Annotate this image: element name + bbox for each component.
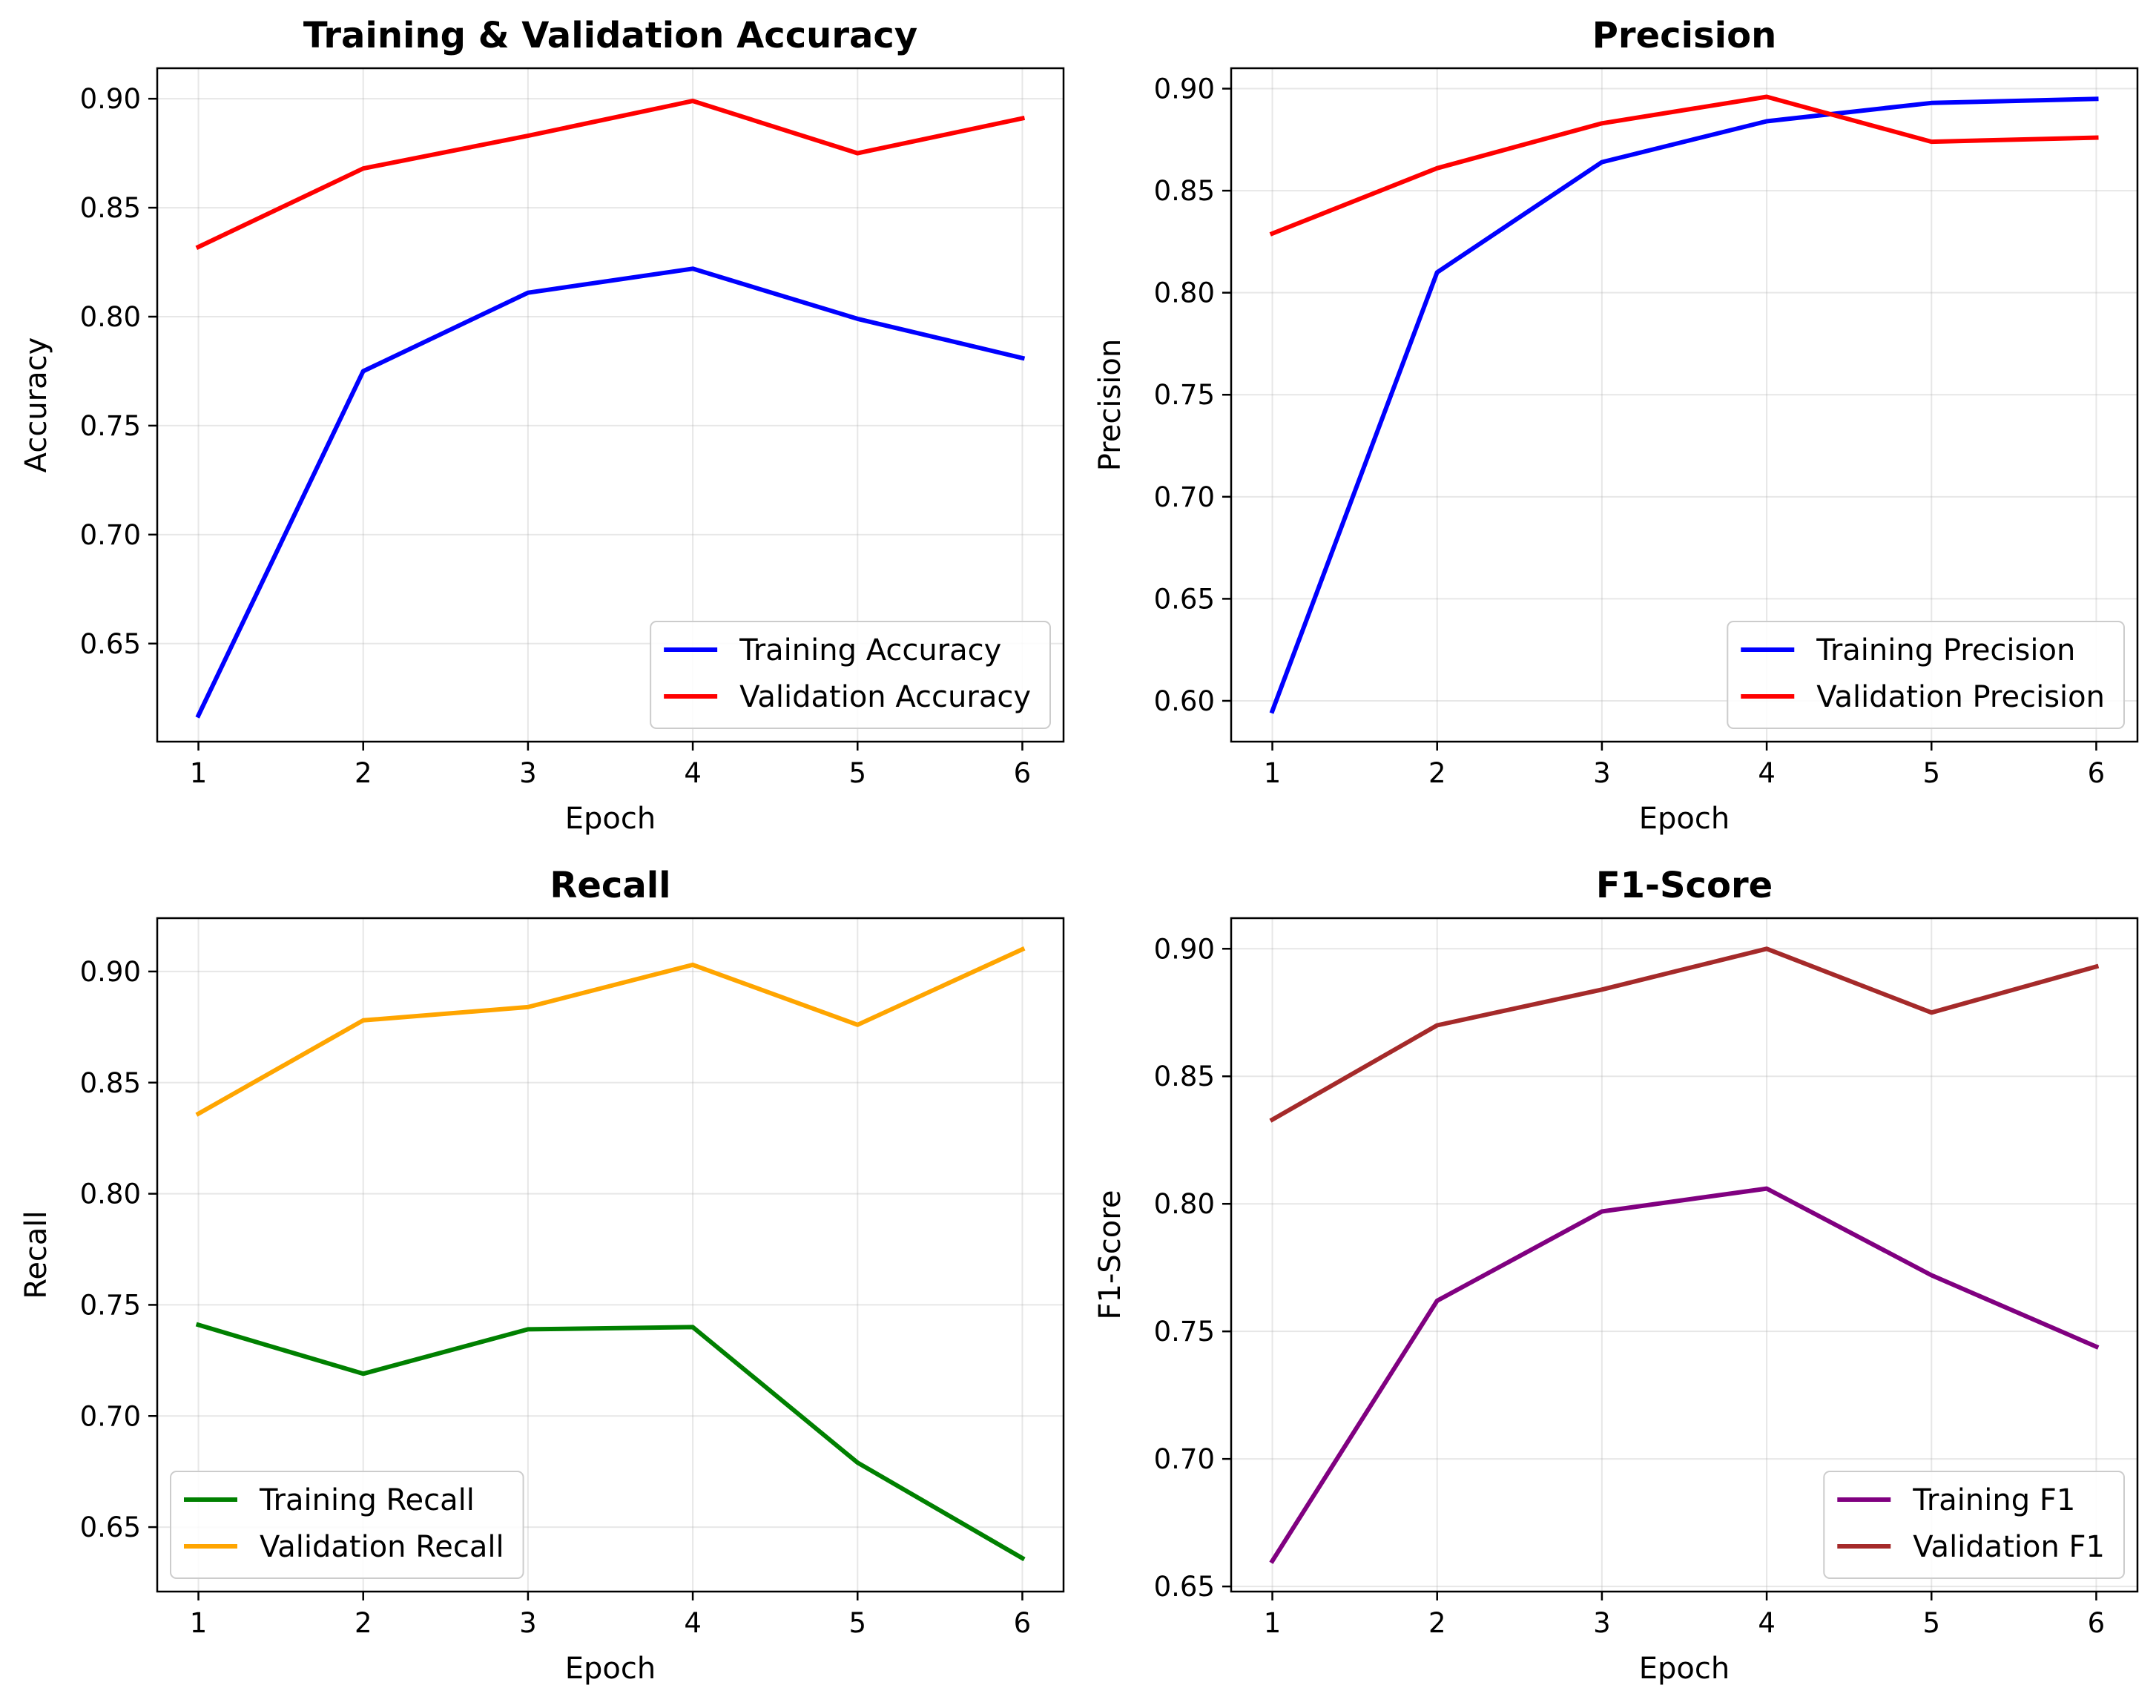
chart-title: Precision bbox=[1592, 15, 1776, 56]
y-tick-label: 0.90 bbox=[1154, 933, 1215, 965]
y-tick-label: 0.70 bbox=[1154, 481, 1215, 513]
legend-label: Training F1 bbox=[1912, 1483, 2075, 1517]
chart-title: F1-Score bbox=[1596, 865, 1773, 906]
legend-label: Validation Accuracy bbox=[739, 680, 1031, 714]
x-axis-label: Epoch bbox=[565, 1652, 656, 1686]
series-line-training-f1 bbox=[1269, 1186, 2100, 1564]
legend-label: Training Accuracy bbox=[739, 633, 1001, 667]
x-tick-label: 5 bbox=[1922, 757, 1940, 789]
series-line-training-recall bbox=[195, 1322, 1026, 1562]
y-tick-label: 0.90 bbox=[1154, 73, 1215, 105]
x-tick-label: 3 bbox=[519, 757, 537, 789]
chart-title: Training & Validation Accuracy bbox=[303, 15, 917, 56]
y-tick-label: 0.80 bbox=[1154, 1188, 1215, 1220]
x-tick-label: 3 bbox=[1593, 757, 1611, 789]
x-tick-label: 2 bbox=[1428, 1607, 1446, 1639]
x-tick-label: 5 bbox=[848, 1607, 866, 1639]
legend-label: Training Precision bbox=[1816, 633, 2075, 667]
series-line-validation-precision bbox=[1269, 94, 2099, 237]
chart-panel-1: 1 2 3 4 5 6 0.65 0.70 0.75 0.80 0.85 0.90 Training &… bbox=[19, 15, 1065, 836]
x-tick-label: 6 bbox=[1014, 757, 1032, 789]
y-tick-label: 0.80 bbox=[80, 1178, 141, 1210]
x-tick-label: 1 bbox=[1264, 757, 1282, 789]
chart-panel-2: 1 2 3 4 5 6 0.60 0.65 0.70 0.75 0.80 0.85 0.90 Precis… bbox=[1093, 15, 2139, 836]
y-axis-label: Precision bbox=[1093, 339, 1127, 471]
chart-panel-4: 1 2 3 4 5 6 0.65 0.70 0.75 0.80 0.85 0.90 F1-Score Ep… bbox=[1093, 865, 2139, 1686]
legend-box bbox=[650, 621, 1051, 729]
x-tick-label: 6 bbox=[1014, 1607, 1032, 1639]
plot-frame bbox=[1230, 67, 2139, 743]
y-tick-label: 0.90 bbox=[80, 83, 141, 115]
y-tick-label: 0.65 bbox=[80, 628, 141, 660]
y-tick-label: 0.65 bbox=[1154, 1571, 1215, 1603]
y-tick-label: 0.85 bbox=[1154, 175, 1215, 207]
x-tick-label: 5 bbox=[1922, 1607, 1940, 1639]
legend: Training Accuracy Validation Accuracy bbox=[650, 621, 1051, 729]
series-line-validation-recall bbox=[195, 946, 1026, 1117]
y-tick-label: 0.75 bbox=[80, 1289, 141, 1321]
x-tick-label: 4 bbox=[684, 757, 702, 789]
legend-label: Validation F1 bbox=[1913, 1530, 2105, 1564]
legend: Training Recall Validation Recall bbox=[170, 1471, 524, 1579]
x-tick-label: 6 bbox=[2088, 1607, 2106, 1639]
plot-frame bbox=[1230, 917, 2139, 1593]
y-tick-label: 0.85 bbox=[80, 1067, 141, 1099]
y-tick-label: 0.70 bbox=[80, 1400, 141, 1432]
chart-panel-3: 1 2 3 4 5 6 0.65 0.70 0.75 0.80 0.85 0.90 Recall Epoc… bbox=[19, 865, 1065, 1686]
series-line-training-accuracy bbox=[195, 266, 1026, 719]
x-tick-label: 2 bbox=[355, 757, 372, 789]
legend-label: Validation Precision bbox=[1816, 680, 2105, 714]
legend-box bbox=[1727, 621, 2125, 729]
x-tick-label: 5 bbox=[848, 757, 866, 789]
legend-label: Training Recall bbox=[259, 1483, 475, 1517]
y-tick-label: 0.75 bbox=[80, 410, 141, 442]
x-tick-label: 3 bbox=[519, 1607, 537, 1639]
y-axis-label: Accuracy bbox=[19, 337, 53, 473]
x-tick-label: 4 bbox=[1758, 1607, 1776, 1639]
y-tick-label: 0.90 bbox=[80, 956, 141, 988]
y-tick-label: 0.70 bbox=[1154, 1443, 1215, 1475]
x-tick-label: 1 bbox=[190, 757, 208, 789]
y-tick-label: 0.80 bbox=[80, 301, 141, 333]
chart-title: Recall bbox=[550, 865, 670, 906]
y-tick-label: 0.65 bbox=[80, 1511, 141, 1543]
legend-label: Validation Recall bbox=[260, 1530, 504, 1564]
x-tick-label: 3 bbox=[1593, 1607, 1611, 1639]
y-tick-label: 0.85 bbox=[1154, 1061, 1215, 1092]
x-tick-label: 6 bbox=[2088, 757, 2106, 789]
series-line-validation-f1 bbox=[1269, 946, 2100, 1123]
plot-frame bbox=[156, 917, 1065, 1593]
series-line-validation-accuracy bbox=[195, 99, 1026, 250]
y-tick-label: 0.85 bbox=[80, 192, 141, 224]
x-tick-label: 2 bbox=[1428, 757, 1446, 789]
x-tick-label: 4 bbox=[1758, 757, 1776, 789]
x-axis-label: Epoch bbox=[1639, 1652, 1730, 1686]
x-tick-label: 1 bbox=[190, 1607, 208, 1639]
x-tick-label: 4 bbox=[684, 1607, 702, 1639]
legend-box bbox=[170, 1471, 524, 1579]
x-axis-label: Epoch bbox=[1639, 802, 1730, 836]
y-tick-label: 0.70 bbox=[80, 519, 141, 551]
plot-frame bbox=[156, 67, 1065, 743]
legend-box bbox=[1823, 1471, 2125, 1579]
y-tick-label: 0.60 bbox=[1154, 685, 1215, 717]
y-tick-label: 0.80 bbox=[1154, 277, 1215, 309]
y-axis-label: Recall bbox=[19, 1210, 53, 1299]
x-tick-label: 2 bbox=[355, 1607, 372, 1639]
legend: Training Precision Validation Precision bbox=[1727, 621, 2125, 729]
x-axis-label: Epoch bbox=[565, 802, 656, 836]
series-line-training-precision bbox=[1269, 96, 2099, 714]
x-tick-label: 1 bbox=[1264, 1607, 1282, 1639]
y-tick-label: 0.75 bbox=[1154, 379, 1215, 411]
y-tick-label: 0.75 bbox=[1154, 1316, 1215, 1348]
y-tick-label: 0.65 bbox=[1154, 583, 1215, 615]
y-axis-label: F1-Score bbox=[1093, 1190, 1127, 1320]
legend: Training F1 Validation F1 bbox=[1823, 1471, 2125, 1579]
